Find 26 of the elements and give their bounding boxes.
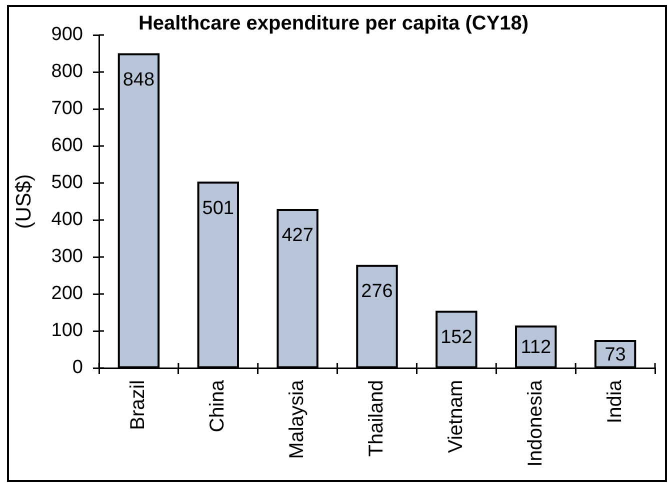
y-tick-label: 300	[51, 246, 83, 268]
x-tick-label: China	[206, 379, 229, 432]
y-tick-label: 800	[51, 61, 83, 82]
chart-title: Healthcare expenditure per capita (CY18)	[138, 12, 529, 35]
y-tick-label: 500	[51, 172, 83, 194]
y-tick-label: 700	[51, 98, 83, 120]
y-tick-label: 600	[51, 135, 83, 156]
data-label: 73	[604, 344, 626, 366]
y-axis-title: (US$)	[12, 174, 36, 229]
x-tick-label: Brazil	[127, 380, 150, 430]
data-label: 276	[361, 281, 393, 302]
x-tick-label: Vietnam	[444, 380, 467, 454]
x-tick-label: Malaysia	[286, 379, 308, 459]
data-label: 848	[122, 69, 155, 90]
y-tick-label: 100	[51, 320, 83, 342]
y-tick-label: 400	[51, 209, 83, 230]
x-tick-label: India	[604, 379, 626, 424]
data-label: 427	[282, 225, 314, 246]
data-label: 152	[440, 326, 472, 348]
y-tick-label: 200	[51, 283, 83, 304]
data-label: 501	[202, 198, 234, 219]
x-tick-label: Thailand	[366, 380, 388, 457]
x-tick-label: Indonesia	[524, 379, 546, 467]
data-label: 112	[520, 337, 552, 358]
y-tick-label: 900	[51, 24, 83, 46]
y-tick-label: 0	[72, 357, 83, 378]
